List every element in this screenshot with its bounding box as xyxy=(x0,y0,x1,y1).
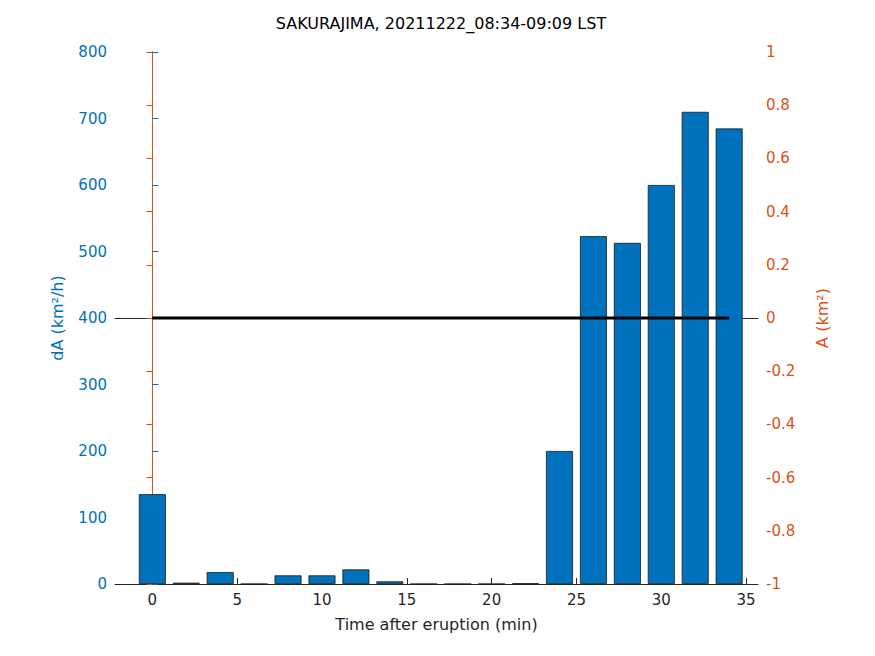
svg-text:0.4: 0.4 xyxy=(766,203,790,221)
svg-text:15: 15 xyxy=(397,591,416,609)
svg-text:100: 100 xyxy=(78,509,107,527)
svg-text:300: 300 xyxy=(78,376,107,394)
svg-text:1: 1 xyxy=(766,43,776,61)
svg-text:500: 500 xyxy=(78,243,107,261)
svg-text:200: 200 xyxy=(78,442,107,460)
svg-text:10: 10 xyxy=(312,591,331,609)
svg-text:400: 400 xyxy=(78,309,107,327)
svg-text:0.8: 0.8 xyxy=(766,96,790,114)
svg-text:Time after eruption (min): Time after eruption (min) xyxy=(334,615,537,634)
svg-text:0.6: 0.6 xyxy=(766,149,790,167)
svg-text:0: 0 xyxy=(97,575,107,593)
svg-text:35: 35 xyxy=(737,591,756,609)
svg-text:-1: -1 xyxy=(766,575,781,593)
svg-text:5: 5 xyxy=(232,591,242,609)
svg-text:SAKURAJIMA, 20211222_08:34-09:: SAKURAJIMA, 20211222_08:34-09:09 LST xyxy=(276,14,607,34)
svg-text:20: 20 xyxy=(482,591,501,609)
svg-text:600: 600 xyxy=(78,176,107,194)
svg-text:dA (km²/h): dA (km²/h) xyxy=(48,275,67,360)
svg-text:-0.6: -0.6 xyxy=(766,469,795,487)
svg-text:25: 25 xyxy=(567,591,586,609)
svg-text:A (km²): A (km²) xyxy=(813,288,832,348)
svg-text:-0.4: -0.4 xyxy=(766,415,795,433)
svg-text:-0.2: -0.2 xyxy=(766,362,795,380)
svg-text:700: 700 xyxy=(78,110,107,128)
svg-text:0: 0 xyxy=(148,591,158,609)
svg-text:0.2: 0.2 xyxy=(766,256,790,274)
svg-text:30: 30 xyxy=(652,591,671,609)
svg-text:800: 800 xyxy=(78,43,107,61)
svg-text:0: 0 xyxy=(766,309,776,327)
svg-text:-0.8: -0.8 xyxy=(766,522,795,540)
